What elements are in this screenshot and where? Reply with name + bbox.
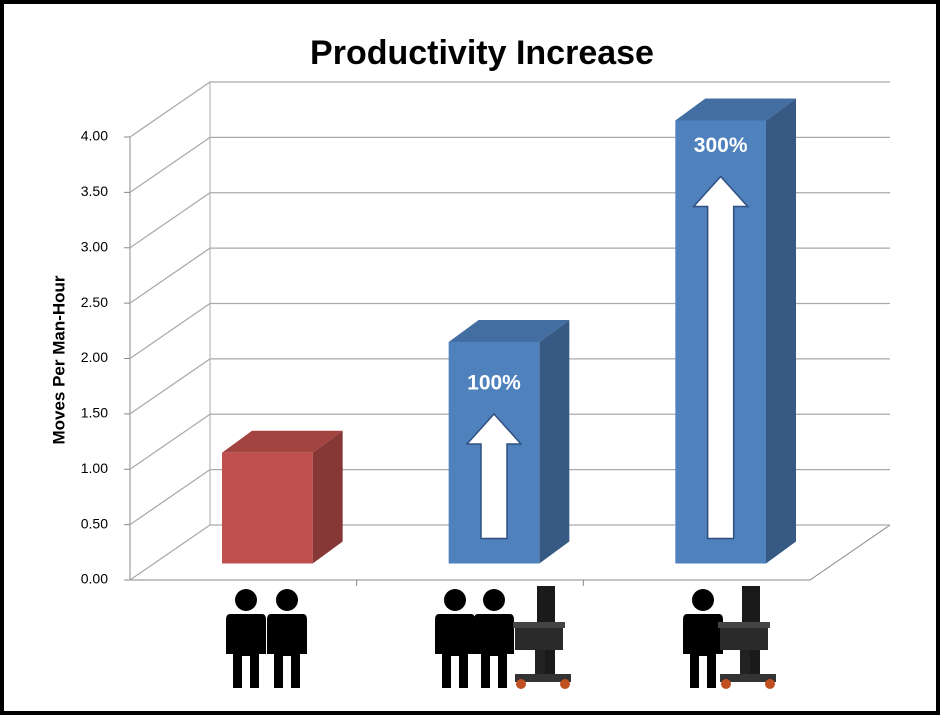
- grid-line: [129, 468, 890, 526]
- grid-line: [129, 524, 890, 581]
- grid-line: [129, 247, 890, 304]
- y-tick-label: 0.50: [81, 515, 108, 531]
- grid-line: [129, 192, 890, 249]
- chart-title: Productivity Increase: [310, 34, 654, 72]
- grid-line: [129, 81, 890, 138]
- grid-line: [129, 136, 890, 193]
- y-tick-label: 4.00: [81, 128, 108, 144]
- bar: [222, 452, 313, 564]
- y-tick-label: 3.00: [81, 238, 108, 254]
- bar-annotation: 300%: [694, 134, 748, 157]
- y-axis-label: Moves Per Man-Hour: [49, 275, 68, 444]
- y-tick-label: 1.50: [81, 405, 108, 421]
- bar-annotation: 100%: [467, 372, 521, 395]
- arrow: [465, 412, 523, 540]
- y-tick-label: 2.50: [81, 294, 108, 310]
- grid-line: [129, 358, 890, 415]
- bar-top: [222, 430, 343, 453]
- grid-line: [129, 413, 890, 470]
- bar-top: [448, 320, 570, 342]
- bar-side: [312, 430, 343, 564]
- y-tick-label: 1.00: [81, 460, 108, 476]
- bar-top: [675, 98, 796, 121]
- grid-line: [129, 302, 890, 360]
- arrow: [691, 175, 750, 540]
- y-tick-label: 0.00: [81, 571, 108, 587]
- y-tick-label: 2.00: [81, 349, 108, 365]
- bar-side: [766, 98, 796, 564]
- bar-side: [539, 320, 570, 564]
- y-tick-label: 3.50: [81, 183, 108, 199]
